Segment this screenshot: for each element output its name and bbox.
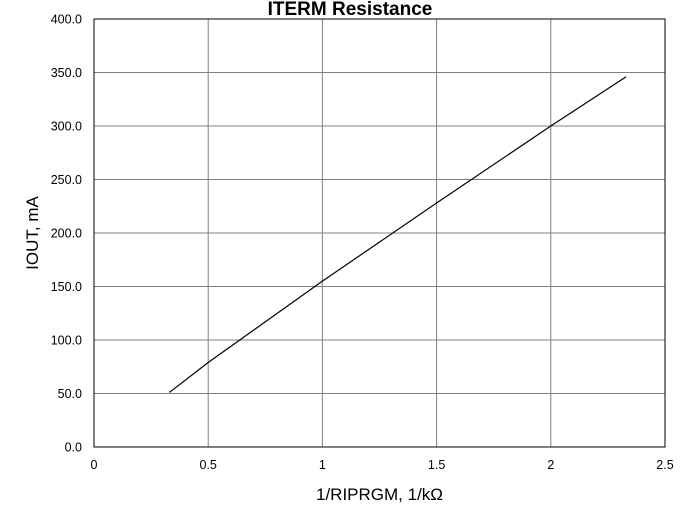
series-group xyxy=(169,76,627,393)
chart-title: ITERM Resistance xyxy=(268,0,433,20)
y-tick-label-3: 150.0 xyxy=(51,280,82,294)
y-tick-label-4: 200.0 xyxy=(51,227,82,241)
series-line-0 xyxy=(169,76,627,393)
y-tick-label-8: 400.0 xyxy=(51,13,82,27)
y-axis-tick-labels: 0.0 50.0 100.0 150.0 200.0 250.0 300.0 350.0 400… xyxy=(51,13,82,455)
x-tick-label-3: 1.5 xyxy=(428,458,445,472)
x-tick-label-2: 1 xyxy=(319,458,326,472)
y-tick-label-1: 50.0 xyxy=(58,387,82,401)
x-tick-label-0: 0 xyxy=(91,458,98,472)
y-tick-label-6: 300.0 xyxy=(51,120,82,134)
y-axis-label: IOUT, mA xyxy=(23,196,42,270)
x-tick-label-4: 2 xyxy=(547,458,554,472)
x-tick-label-5: 2.5 xyxy=(656,458,673,472)
y-tick-label-5: 250.0 xyxy=(51,173,82,187)
y-tick-label-7: 350.0 xyxy=(51,66,82,80)
x-axis-tick-labels: 0 0.5 1 1.5 2 2.5 xyxy=(91,458,674,472)
x-tick-label-1: 0.5 xyxy=(200,458,217,472)
x-axis-label: 1/RIPRGM, 1/kΩ xyxy=(316,485,443,504)
y-tick-label-2: 100.0 xyxy=(51,334,82,348)
y-tick-label-0: 0.0 xyxy=(65,441,82,455)
plot-area-frame xyxy=(93,18,666,448)
